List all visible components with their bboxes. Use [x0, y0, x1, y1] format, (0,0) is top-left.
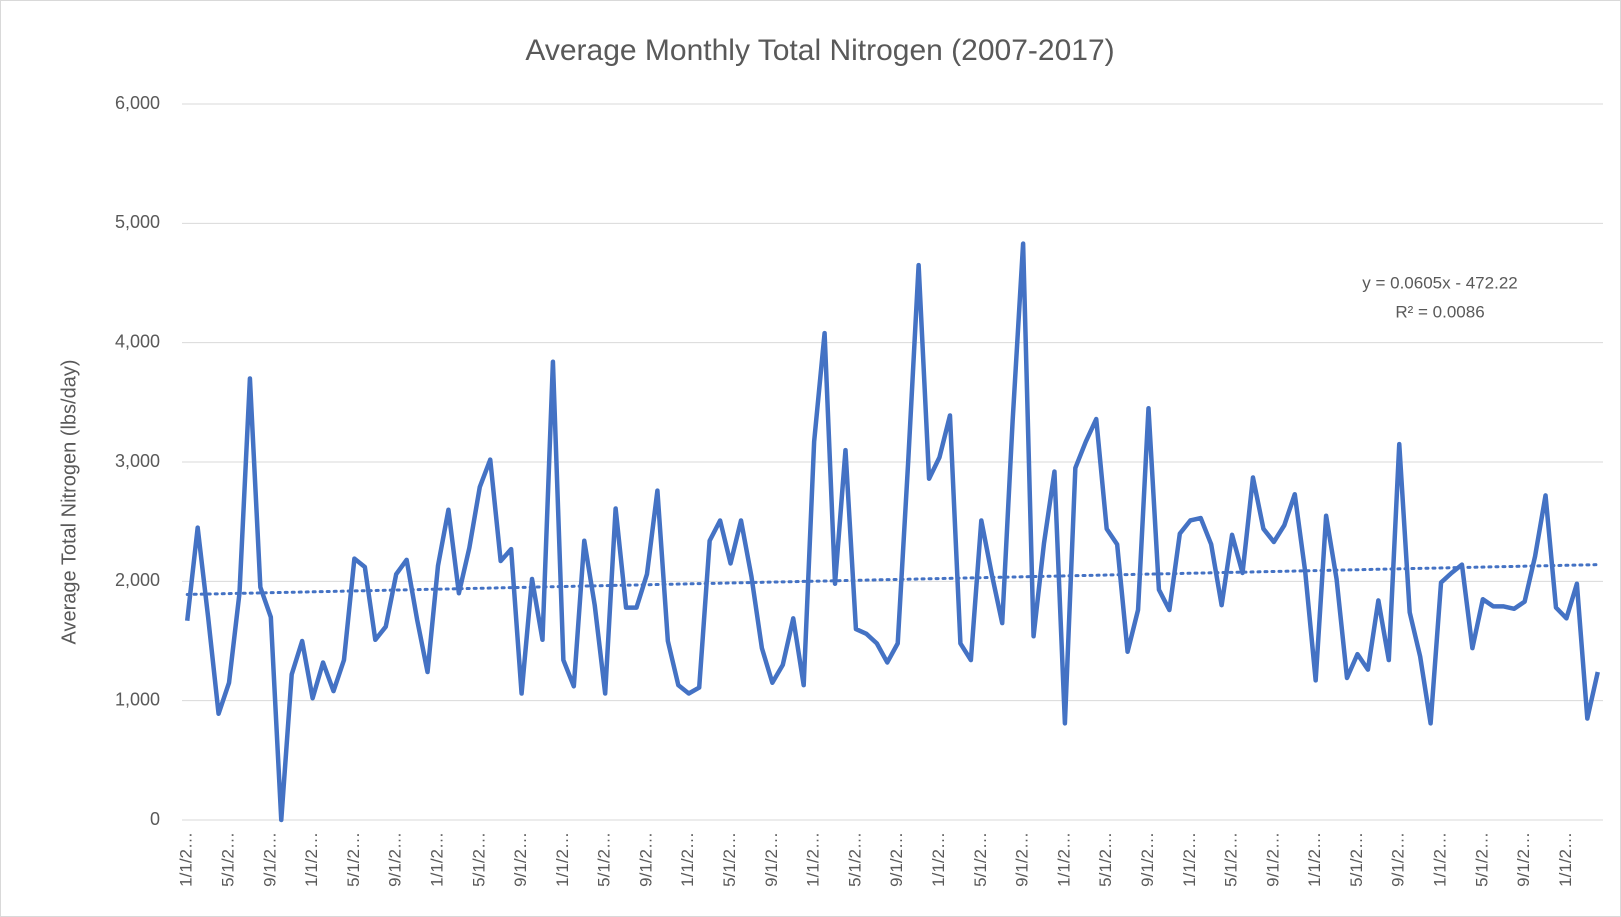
x-tick-label: 1/1/2…	[1180, 832, 1199, 887]
x-tick-label: 1/1/2…	[177, 832, 196, 887]
x-tick-label: 5/1/2…	[1222, 832, 1241, 887]
x-tick-label: 9/1/2…	[260, 832, 279, 887]
x-tick-label: 1/1/2…	[1054, 832, 1073, 887]
x-tick-label: 1/1/2…	[302, 832, 321, 887]
x-tick-label: 9/1/2…	[386, 832, 405, 887]
x-tick-label: 9/1/2…	[762, 832, 781, 887]
y-tick-label: 4,000	[115, 331, 160, 351]
x-tick-label: 9/1/2…	[1514, 832, 1533, 887]
x-tick-label: 5/1/2…	[219, 832, 238, 887]
x-tick-label: 5/1/2…	[344, 832, 363, 887]
x-tick-label: 5/1/2…	[1347, 832, 1366, 887]
x-tick-label: 1/1/2…	[553, 832, 572, 887]
trend-equation: y = 0.0605x - 472.22	[1362, 273, 1517, 292]
x-tick-label: 9/1/2…	[1263, 832, 1282, 887]
chart-title: Average Monthly Total Nitrogen (2007-201…	[525, 34, 1114, 67]
x-tick-label: 9/1/2…	[511, 832, 530, 887]
x-tick-label: 1/1/2…	[1305, 832, 1324, 887]
x-tick-label: 5/1/2…	[720, 832, 739, 887]
x-tick-label: 1/1/2…	[427, 832, 446, 887]
x-tick-label: 1/1/2…	[1556, 832, 1575, 887]
x-tick-label: 5/1/2…	[469, 832, 488, 887]
trend-r-squared: R² = 0.0086	[1395, 302, 1484, 321]
x-tick-label: 1/1/2…	[929, 832, 948, 887]
x-tick-label: 1/1/2…	[678, 832, 697, 887]
trend-line	[185, 563, 1600, 596]
y-tick-label: 0	[150, 809, 160, 829]
x-tick-label: 9/1/2…	[1138, 832, 1157, 887]
x-tick-label: 5/1/2…	[1096, 832, 1115, 887]
x-tick-label: 9/1/2…	[636, 832, 655, 887]
y-tick-label: 1,000	[115, 689, 160, 709]
y-tick-label: 2,000	[115, 570, 160, 590]
data-line	[184, 241, 1600, 823]
x-tick-label: 1/1/2…	[804, 832, 823, 887]
x-tick-label: 9/1/2…	[887, 832, 906, 887]
x-tick-label: 1/1/2…	[1431, 832, 1450, 887]
x-tick-label: 5/1/2…	[845, 832, 864, 887]
x-tick-label: 5/1/2…	[595, 832, 614, 887]
y-tick-label: 5,000	[115, 212, 160, 232]
y-tick-label: 6,000	[115, 93, 160, 113]
x-tick-label: 5/1/2…	[971, 832, 990, 887]
x-tick-label: 5/1/2…	[1472, 832, 1491, 887]
x-tick-label: 9/1/2…	[1013, 832, 1032, 887]
y-axis-label: Average Total Nitrogen (lbs/day)	[58, 360, 80, 645]
x-tick-label: 9/1/2…	[1389, 832, 1408, 887]
y-tick-label: 3,000	[115, 451, 160, 471]
